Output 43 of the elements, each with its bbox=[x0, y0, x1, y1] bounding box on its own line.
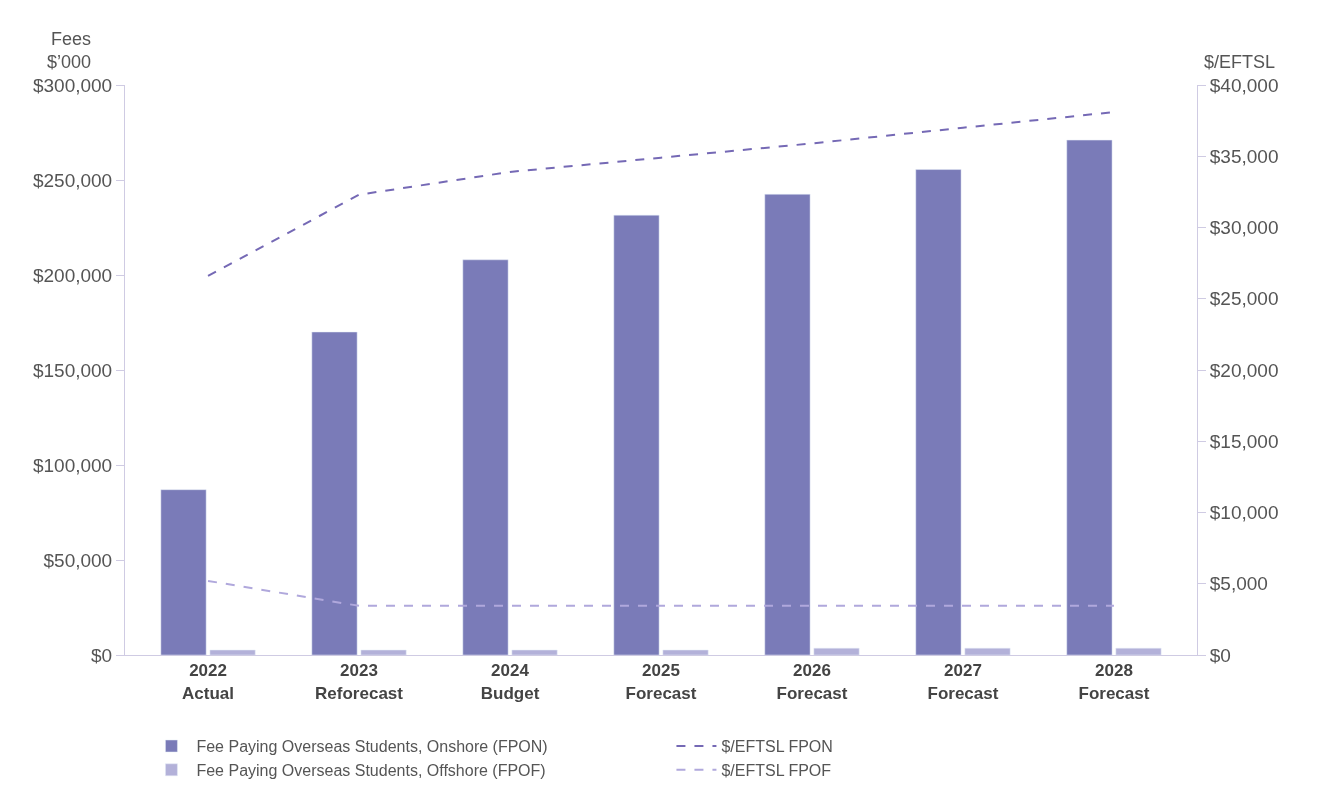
legend-label: $/EFTSL FPOF bbox=[721, 762, 832, 780]
bar bbox=[160, 489, 207, 655]
y2-axis-title: $/EFTSL bbox=[1204, 52, 1276, 72]
y-tick-label: $250,000 bbox=[32, 169, 113, 191]
x-tick-label: 2027 Forecast bbox=[927, 661, 999, 703]
x-tick-label: 2024 Budget bbox=[480, 661, 540, 703]
y-tick-label: $100,000 bbox=[32, 454, 113, 476]
x-tick-label: 2025 Forecast bbox=[625, 661, 697, 703]
x-tick-label: 2026 Forecast bbox=[776, 661, 848, 703]
y2-tick-label: $5,000 bbox=[1209, 573, 1268, 595]
y2-tick-label: $20,000 bbox=[1209, 359, 1279, 381]
bar bbox=[764, 194, 811, 655]
y2-tick-label: $10,000 bbox=[1209, 502, 1279, 524]
legend-label: Fee Paying Overseas Students, Onshore (FPON) bbox=[196, 738, 548, 756]
y2-tick-label: $30,000 bbox=[1209, 217, 1279, 239]
y2-tick-label: $40,000 bbox=[1209, 74, 1279, 96]
bar bbox=[662, 649, 709, 655]
y2-tick-label: $25,000 bbox=[1209, 288, 1279, 310]
bar bbox=[311, 331, 358, 655]
bar bbox=[360, 649, 407, 655]
y-tick-label: $300,000 bbox=[32, 74, 113, 96]
bar bbox=[1066, 139, 1113, 655]
bar bbox=[511, 649, 558, 655]
y-tick-label: $200,000 bbox=[32, 264, 113, 286]
x-tick-label: 2022 Actual bbox=[182, 661, 235, 703]
y-tick-label: $150,000 bbox=[32, 359, 113, 381]
bar bbox=[209, 649, 256, 655]
y2-tick-label: $35,000 bbox=[1209, 145, 1279, 167]
bar bbox=[613, 214, 660, 655]
legend-label: $/EFTSL FPON bbox=[721, 738, 833, 756]
bar bbox=[813, 647, 860, 655]
y2-tick-label: $15,000 bbox=[1209, 430, 1279, 452]
bar bbox=[462, 259, 509, 655]
bar bbox=[964, 647, 1011, 655]
y-tick-label: $50,000 bbox=[43, 549, 113, 571]
x-tick-label: 2023 Reforecast bbox=[315, 661, 404, 703]
y-axis-title: Fees $’000 bbox=[47, 29, 92, 73]
x-tick-label: 2028 Forecast bbox=[1078, 661, 1150, 703]
y2-tick-label: $0 bbox=[1209, 644, 1231, 666]
bar bbox=[915, 169, 962, 655]
legend-label: Fee Paying Overseas Students, Offshore (FPOF) bbox=[196, 762, 546, 780]
bar bbox=[1115, 647, 1162, 655]
y-tick-label: $0 bbox=[91, 644, 113, 666]
